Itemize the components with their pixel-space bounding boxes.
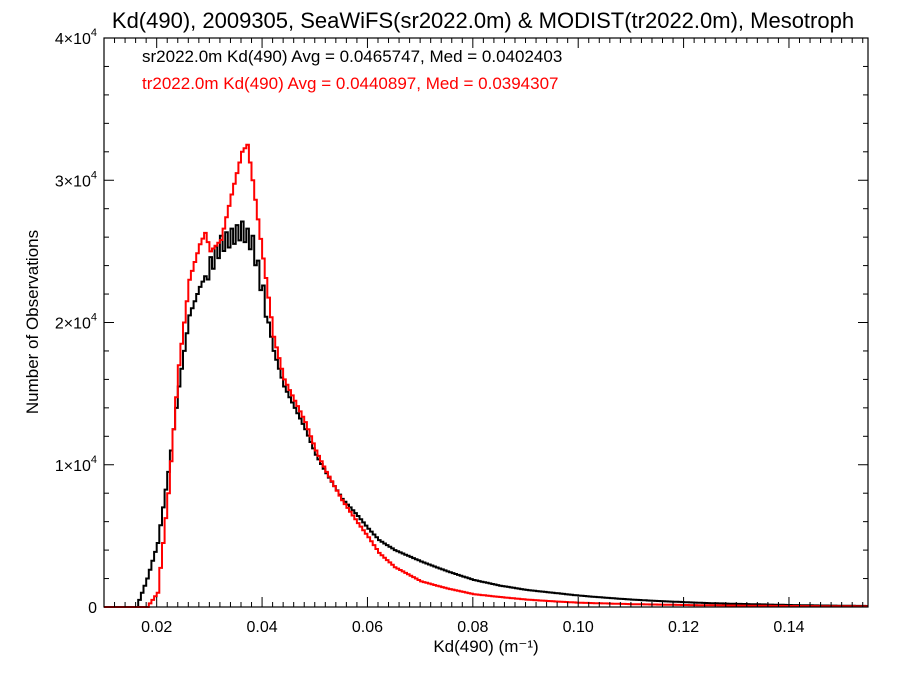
y-tick-label: 2×104 — [55, 312, 97, 333]
plot-frame — [103, 37, 869, 608]
chart-title: Kd(490), 2009305, SeaWiFS(sr2022.0m) & M… — [112, 8, 854, 33]
x-axis: 0.02 0.04 0.06 0.08 0.10 0.12 0.14 — [114, 38, 864, 636]
series-line-2 — [104, 143, 868, 608]
y-tick-label: 3×104 — [55, 169, 97, 190]
y-tick-label: 4×104 — [55, 27, 97, 48]
y-tick-label: 1×104 — [55, 454, 97, 475]
x-tick-label: 0.12 — [668, 619, 699, 636]
plot-area — [104, 143, 868, 608]
x-tick-label: 0.14 — [773, 619, 804, 636]
legend-entry-series-1: sr2022.0m Kd(490) Avg = 0.0465747, Med =… — [142, 47, 562, 66]
legend-entry-series-2: tr2022.0m Kd(490) Avg = 0.0440897, Med =… — [142, 74, 559, 93]
x-tick-label: 0.10 — [563, 619, 594, 636]
x-axis-label: Kd(490) (m⁻¹) — [433, 637, 538, 656]
y-axis-label: Number of Observations — [23, 230, 42, 414]
x-tick-label: 0.02 — [141, 619, 172, 636]
x-tick-label: 0.06 — [352, 619, 383, 636]
y-tick-label: 0 — [88, 600, 97, 617]
x-tick-label: 0.04 — [246, 619, 277, 636]
series-line-1 — [104, 220, 868, 608]
y-axis: 0 1×104 2×104 3×104 4×104 — [55, 27, 868, 617]
x-tick-label: 0.08 — [457, 619, 488, 636]
